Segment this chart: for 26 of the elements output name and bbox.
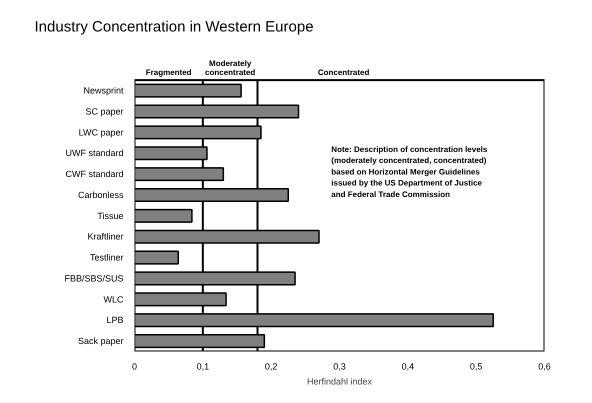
x-tick-label: 0,6	[538, 362, 551, 372]
x-tick-label: 0,1	[196, 362, 210, 372]
x-tick-label: 0,2	[264, 362, 278, 372]
y-tick-label: Sack paper	[78, 336, 124, 346]
x-tick-label: 0,5	[470, 362, 482, 372]
y-tick-label: SC paper	[85, 106, 124, 116]
x-tick-label: 0	[132, 362, 138, 372]
chart-title: Industry Concentration in Western Europe	[34, 18, 314, 36]
annotation: Note: Description of concentration levels (moderately concentrated, concentrated) based on Horizontal Merger Guidelines issued by the US Department of Justice and Federal Trade Commission	[331, 144, 488, 199]
y-tick-label: FBB/SBS/SUS	[64, 273, 124, 284]
text: Fragmented	[146, 68, 192, 78]
y-tick-label: CWF standard	[65, 169, 124, 180]
y-tick-label: WLC	[104, 294, 124, 304]
x-tick-label: 0,4	[402, 362, 414, 372]
x-tick-label: 0,3	[333, 362, 346, 372]
y-tick-label: UWF standard	[65, 148, 124, 158]
y-tick-label: Tissue	[97, 210, 124, 221]
y-tick-label: Testliner	[90, 252, 124, 263]
y-tick-label: Kraftliner	[87, 232, 124, 242]
x-axis-title: Herfindahl index	[306, 376, 373, 386]
y-tick-label: Carbonless	[78, 190, 124, 200]
y-tick-label: LPB	[106, 315, 124, 326]
text: Concentrated	[318, 68, 370, 78]
text: Moderately concentrated	[205, 59, 256, 78]
y-tick-label: LWC paper	[78, 127, 124, 138]
y-tick-label: Newsprint	[83, 86, 124, 96]
